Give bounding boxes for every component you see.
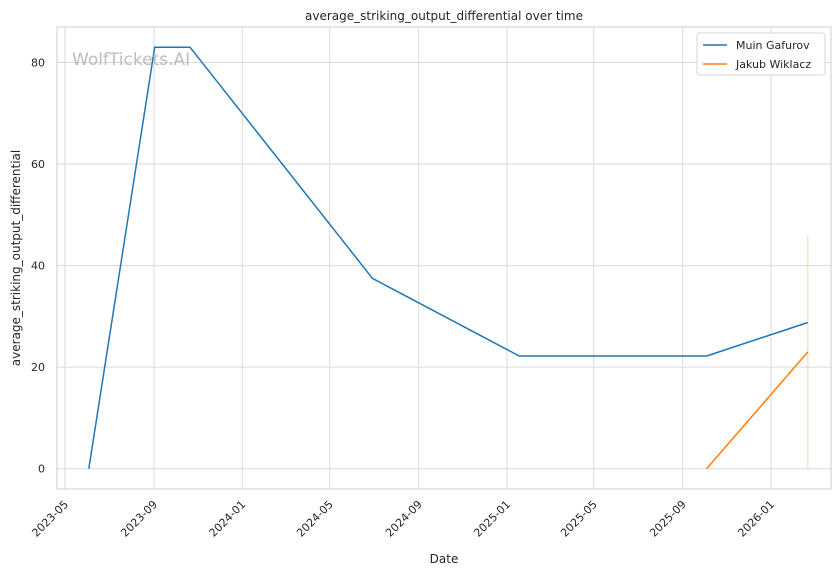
x-tick-label: 2025-05 <box>558 498 600 540</box>
legend-label-jakub-wiklacz: Jakub Wiklacz <box>735 58 811 71</box>
y-tick-label: 0 <box>38 463 45 476</box>
chart-title: average_striking_output_differential ove… <box>305 9 583 23</box>
y-axis-label: average_striking_output_differential <box>9 150 23 366</box>
x-tick-label: 2026-01 <box>735 498 777 540</box>
x-tick-labels: 2023-05 2023-09 2024-01 2024-05 2024-09 2025-… <box>29 498 777 540</box>
x-tick-label: 2024-09 <box>383 498 425 540</box>
y-tick-label: 40 <box>31 260 45 273</box>
watermark: WolfTickets.AI <box>72 50 190 70</box>
plot-frame <box>56 26 832 490</box>
series-line-jakub-wiklacz <box>706 351 809 470</box>
x-axis-label: Date <box>430 552 459 566</box>
grid <box>57 27 831 489</box>
y-tick-labels: 0 20 40 60 80 <box>31 57 45 476</box>
y-tick-label: 20 <box>31 361 45 374</box>
series-group <box>88 46 809 470</box>
x-tick-label: 2023-05 <box>29 498 71 540</box>
x-tick-label: 2025-01 <box>471 498 513 540</box>
x-tick-label: 2024-01 <box>207 498 249 540</box>
legend-label-muin-gafurov: Muin Gafurov <box>736 39 810 52</box>
legend-box <box>696 32 826 76</box>
x-tick-label: 2025-09 <box>647 498 689 540</box>
x-tick-label: 2023-09 <box>118 498 160 540</box>
x-tick-label: 2024-05 <box>294 498 336 540</box>
y-tick-label: 60 <box>31 158 45 171</box>
y-tick-label: 80 <box>31 57 45 70</box>
series-line-muin-gafurov <box>88 46 809 469</box>
legend: Muin Gafurov Jakub Wiklacz <box>696 32 826 76</box>
